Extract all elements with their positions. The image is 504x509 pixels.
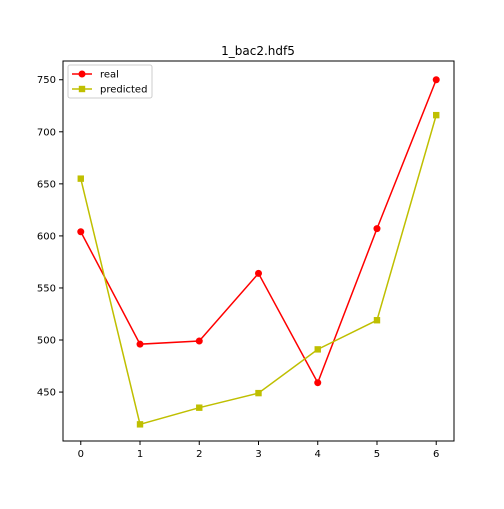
data-point-predicted [196, 404, 203, 411]
x-tick-label: 1 [137, 449, 143, 460]
y-tick-label: 750 [37, 75, 56, 86]
data-point-predicted [136, 421, 144, 428]
y-tick-label: 700 [37, 127, 56, 138]
data-point-real [314, 379, 322, 387]
data-point-real [136, 340, 144, 348]
series-layer [77, 76, 440, 428]
x-tick-label: 2 [196, 449, 202, 460]
data-point-real [373, 225, 381, 233]
data-point-real [195, 337, 203, 345]
y-axis: 450 500 550 600 650 700 750 [37, 75, 63, 399]
plot-frame [62, 60, 455, 442]
x-tick-label: 4 [315, 449, 321, 460]
chart-title: 1_bac2.hdf5 [221, 44, 295, 58]
y-tick-label: 650 [37, 179, 56, 190]
x-tick-label: 6 [433, 449, 439, 460]
x-axis: 0 1 2 3 4 5 6 [78, 441, 439, 460]
legend-marker-predicted [78, 85, 86, 93]
data-point-predicted [314, 346, 321, 353]
legend-label-real: real [100, 70, 119, 81]
data-point-predicted [255, 389, 262, 397]
data-point-predicted [433, 111, 440, 119]
y-tick-label: 500 [37, 336, 56, 347]
y-tick-label: 550 [37, 283, 56, 294]
data-point-real [77, 228, 85, 236]
legend-marker-real [78, 70, 86, 78]
x-tick-label: 3 [255, 449, 261, 460]
y-tick-label: 450 [37, 388, 56, 399]
x-tick-label: 5 [374, 449, 380, 460]
legend: real predicted [67, 64, 153, 99]
legend-label-predicted: predicted [100, 85, 147, 96]
data-point-real [432, 76, 440, 84]
data-point-real [255, 269, 262, 277]
data-point-predicted [77, 175, 84, 182]
y-tick-label: 600 [37, 231, 56, 242]
x-tick-label: 0 [78, 449, 84, 460]
data-point-predicted [373, 317, 381, 324]
